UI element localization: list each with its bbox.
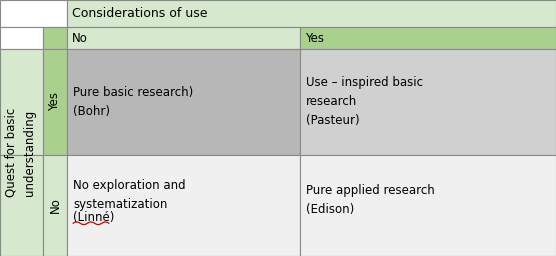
Bar	[43, 27, 67, 49]
Bar	[67, 155, 300, 256]
Bar	[43, 155, 67, 256]
Bar	[300, 27, 556, 49]
Bar	[0, 49, 43, 155]
Bar	[43, 49, 67, 155]
Text: Yes: Yes	[305, 31, 324, 45]
Text: No exploration and
systematization: No exploration and systematization	[73, 179, 186, 211]
Text: Use – inspired basic
research
(Pasteur): Use – inspired basic research (Pasteur)	[306, 76, 423, 127]
Text: Pure applied research
(Edison): Pure applied research (Edison)	[306, 184, 435, 216]
Bar	[300, 155, 556, 256]
Bar	[67, 27, 300, 49]
Text: Yes: Yes	[48, 92, 62, 111]
Bar	[0, 27, 43, 49]
Bar	[0, 155, 43, 256]
Text: No: No	[48, 197, 62, 213]
Text: Quest for basic
understanding: Quest for basic understanding	[5, 108, 36, 197]
Bar	[67, 49, 300, 155]
Bar	[67, 0, 556, 27]
Bar	[0, 0, 67, 27]
Text: (Linné): (Linné)	[73, 211, 115, 224]
Text: No: No	[72, 31, 88, 45]
Text: Pure basic research)
(Bohr): Pure basic research) (Bohr)	[73, 86, 193, 118]
Text: Considerations of use: Considerations of use	[72, 7, 207, 20]
Bar	[300, 49, 556, 155]
